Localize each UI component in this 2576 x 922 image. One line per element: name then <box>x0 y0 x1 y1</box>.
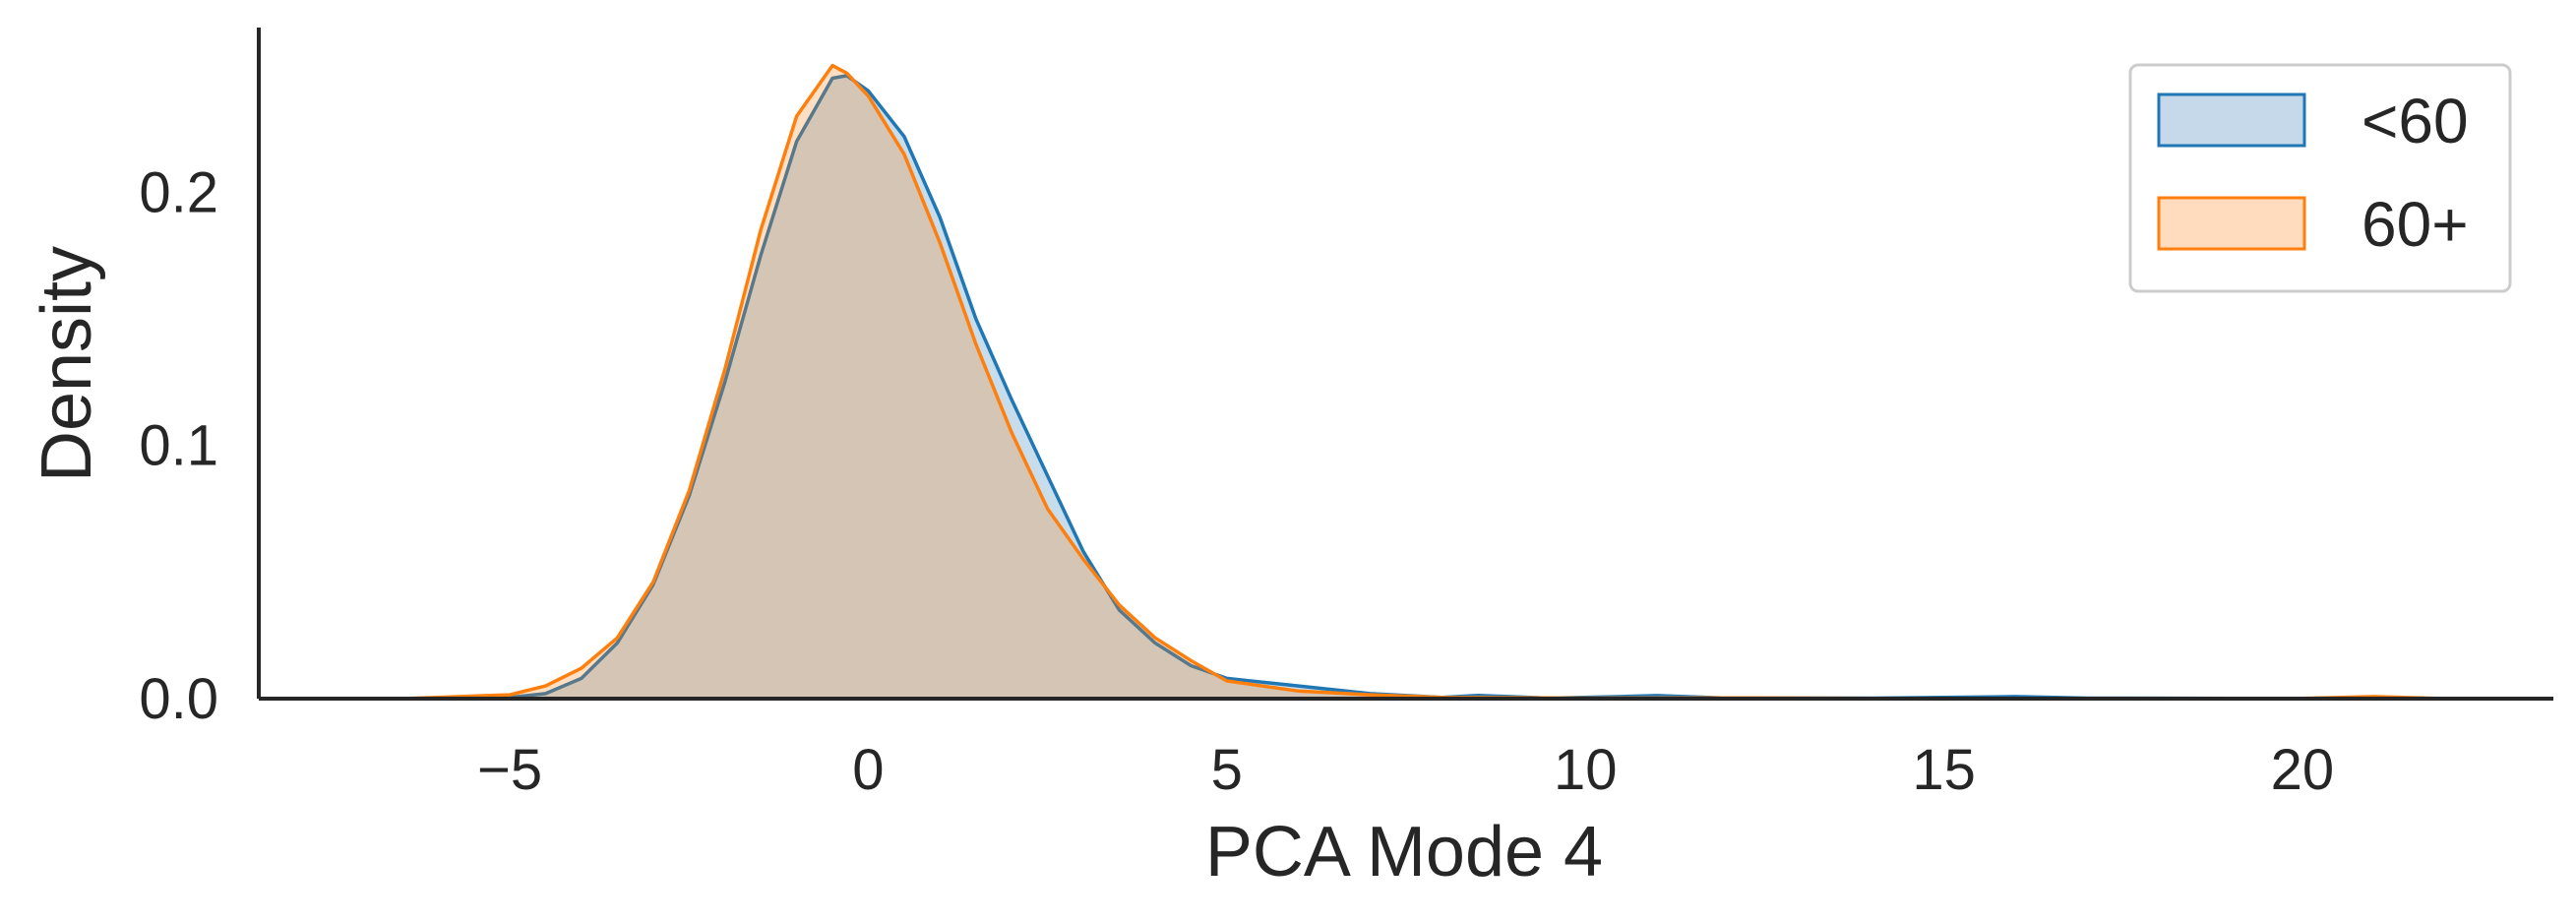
y-tick-label: 0.0 <box>139 667 218 731</box>
y-tick-label: 0.1 <box>139 414 218 478</box>
x-tick-label: −5 <box>477 738 542 802</box>
x-tick-labels: −5 0 5 10 15 20 <box>477 738 2334 802</box>
x-tick-label: 0 <box>852 738 884 802</box>
density-area-series-1 <box>401 65 2446 700</box>
legend-swatch-under-60 <box>2157 92 2306 148</box>
x-tick-label: 10 <box>1554 738 1618 802</box>
axes <box>257 28 2553 701</box>
density-area-series-0 <box>401 75 2446 699</box>
y-tick-label: 0.2 <box>139 160 218 224</box>
legend-swatch-60-plus <box>2157 196 2306 251</box>
legend-label-60-plus: 60+ <box>2361 189 2469 260</box>
legend: <60 60+ <box>2128 63 2512 293</box>
x-axis-label: PCA Mode 4 <box>1205 813 1603 891</box>
x-tick-label: 15 <box>1912 738 1976 802</box>
y-tick-labels: 0.0 0.1 0.2 <box>139 160 218 731</box>
y-axis-label: Density <box>28 246 106 482</box>
x-tick-label: 5 <box>1211 738 1243 802</box>
x-tick-label: 20 <box>2271 738 2335 802</box>
legend-label-under-60: <60 <box>2361 86 2469 156</box>
